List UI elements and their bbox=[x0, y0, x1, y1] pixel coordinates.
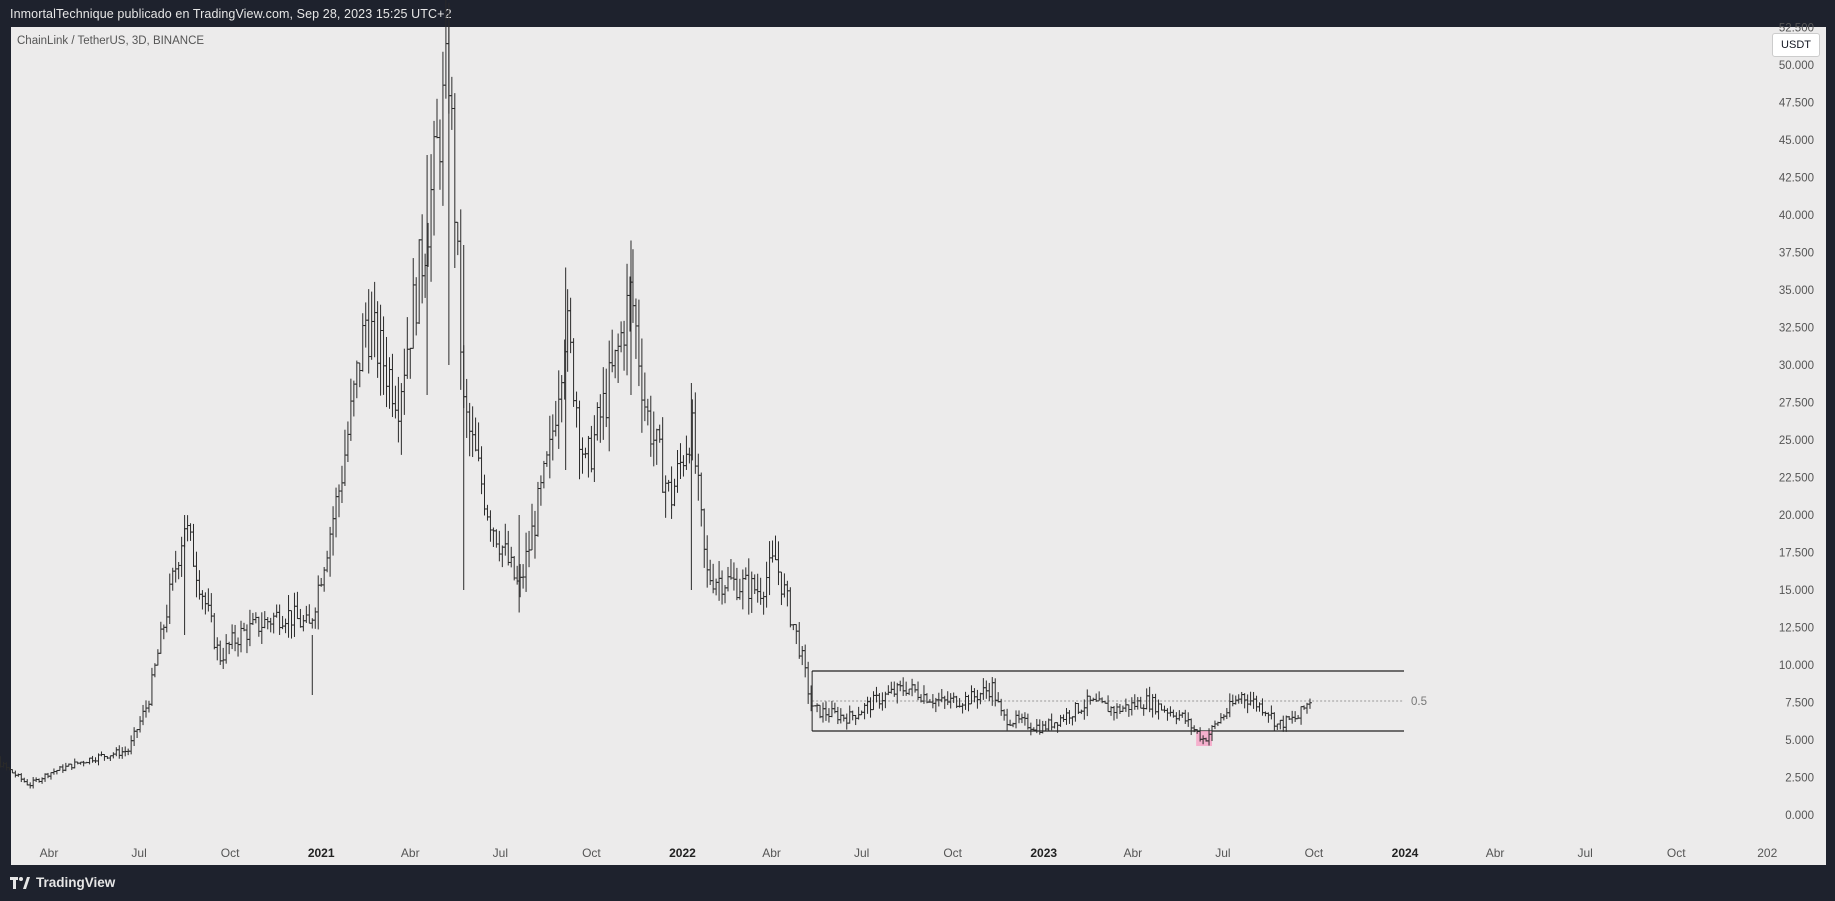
y-tick-label: 32.500 bbox=[1779, 323, 1814, 335]
y-tick-label: 12.500 bbox=[1779, 623, 1814, 635]
y-tick-label: 22.500 bbox=[1779, 473, 1814, 485]
x-tick-label: Abr bbox=[1486, 846, 1505, 860]
y-tick-label: 30.000 bbox=[1779, 360, 1814, 372]
x-tick-label: Oct bbox=[943, 846, 962, 860]
ohlc-bars bbox=[0, 0, 1312, 789]
y-tick-label: 27.500 bbox=[1779, 398, 1814, 410]
x-tick-label: 2021 bbox=[308, 846, 335, 860]
publication-header: InmortalTechnique publicado en TradingVi… bbox=[0, 0, 1835, 27]
tradingview-branding[interactable]: TradingView bbox=[10, 875, 115, 890]
x-tick-label: Jul bbox=[493, 846, 508, 860]
x-tick-label: Abr bbox=[1123, 846, 1142, 860]
x-tick-label: 202 bbox=[1757, 846, 1777, 860]
x-tick-label: Jul bbox=[854, 846, 869, 860]
y-tick-label: 25.000 bbox=[1779, 435, 1814, 447]
y-tick-label: 47.500 bbox=[1779, 98, 1814, 110]
y-tick-label: 50.000 bbox=[1779, 60, 1814, 72]
x-tick-label: Jul bbox=[1215, 846, 1230, 860]
y-tick-label: 0.000 bbox=[1785, 810, 1814, 822]
range-mid-label: 0.5 bbox=[1411, 696, 1427, 708]
y-tick-label: 52.500 bbox=[1779, 23, 1814, 35]
x-tick-label: Abr bbox=[40, 846, 59, 860]
y-tick-label: 2.500 bbox=[1785, 773, 1814, 785]
tradingview-logo-icon bbox=[10, 876, 30, 889]
chart-panel[interactable] bbox=[11, 27, 1826, 865]
y-tick-label: 15.000 bbox=[1779, 585, 1814, 597]
x-tick-label: 2024 bbox=[1392, 846, 1419, 860]
y-tick-label: 42.500 bbox=[1779, 173, 1814, 185]
x-tick-label: 2022 bbox=[669, 846, 696, 860]
currency-badge[interactable]: USDT bbox=[1772, 33, 1820, 57]
footer-bar: TradingView bbox=[0, 865, 1835, 901]
y-tick-label: 10.000 bbox=[1779, 660, 1814, 672]
x-tick-label: Abr bbox=[762, 846, 781, 860]
brand-name: TradingView bbox=[36, 875, 116, 890]
y-tick-label: 45.000 bbox=[1779, 135, 1814, 147]
x-tick-label: Abr bbox=[401, 846, 420, 860]
y-tick-label: 37.500 bbox=[1779, 248, 1814, 260]
time-axis[interactable]: Abr Jul Oct 2021 Abr Jul Oct 2022 Abr Jul Oct 2023 A… bbox=[40, 846, 1778, 860]
y-tick-label: 20.000 bbox=[1779, 510, 1814, 522]
y-tick-label: 7.500 bbox=[1785, 698, 1814, 710]
x-tick-label: 2023 bbox=[1030, 846, 1057, 860]
price-axis[interactable]: 0.000 2.500 5.000 7.500 10.000 12.500 15.000 17… bbox=[1779, 23, 1814, 823]
x-tick-label: Oct bbox=[1305, 846, 1324, 860]
x-tick-label: Oct bbox=[221, 846, 240, 860]
x-tick-label: Oct bbox=[1667, 846, 1686, 860]
y-tick-label: 40.000 bbox=[1779, 210, 1814, 222]
x-tick-label: Oct bbox=[582, 846, 601, 860]
y-tick-label: 35.000 bbox=[1779, 285, 1814, 297]
symbol-label[interactable]: ChainLink / TetherUS, 3D, BINANCE bbox=[17, 35, 205, 47]
x-tick-label: Jul bbox=[131, 846, 146, 860]
publication-text: InmortalTechnique publicado en TradingVi… bbox=[10, 7, 452, 21]
x-tick-label: Jul bbox=[1577, 846, 1592, 860]
y-tick-label: 17.500 bbox=[1779, 548, 1814, 560]
y-tick-label: 5.000 bbox=[1785, 735, 1814, 747]
